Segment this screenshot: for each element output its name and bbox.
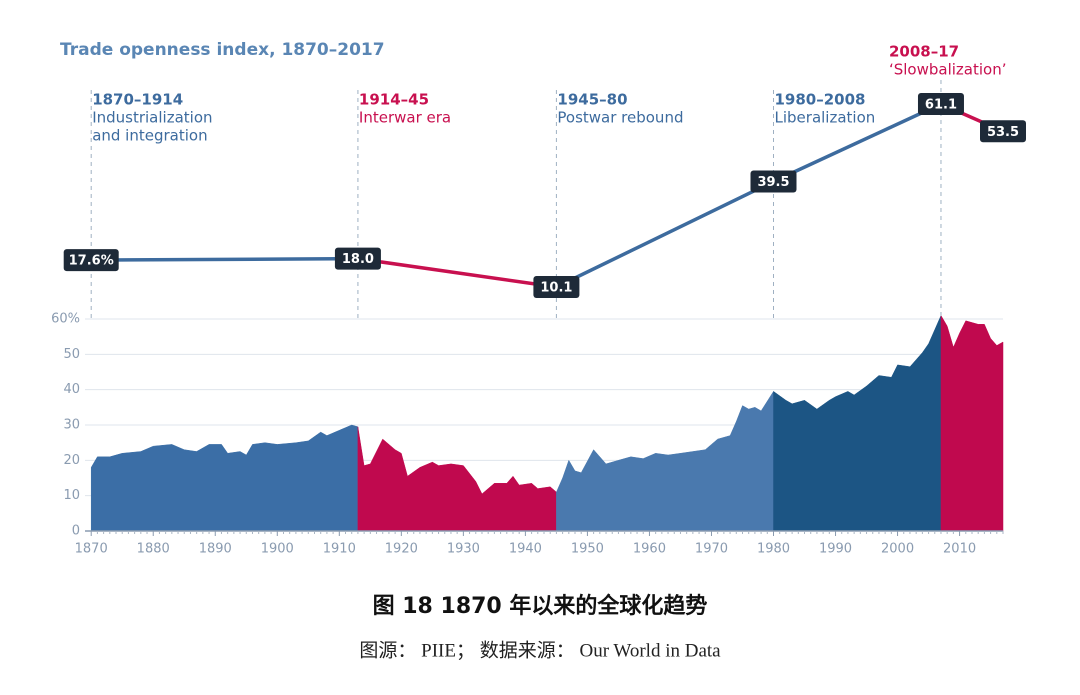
- era-period: 2008–17: [889, 43, 959, 61]
- x-tick-label: 1880: [137, 542, 170, 557]
- era-description: Industrialization: [92, 109, 212, 127]
- era-description: Postwar rebound: [557, 109, 683, 127]
- trend-segment: [555, 179, 775, 289]
- chart-title: Trade openness index, 1870–2017: [60, 40, 385, 60]
- era-description: Interwar era: [359, 109, 451, 127]
- x-tick-label: 1940: [509, 542, 542, 557]
- trend-segment: [357, 256, 557, 289]
- x-tick-label: 1870: [75, 542, 108, 557]
- y-tick-label: 30: [63, 418, 80, 433]
- x-tick-label: 1890: [199, 542, 232, 557]
- value-label: 10.1: [540, 281, 572, 296]
- value-box: [917, 93, 964, 115]
- y-tick-label: 10: [63, 488, 80, 503]
- area: [940, 314, 1004, 532]
- era-period: 1945–80: [557, 91, 627, 109]
- x-tick-label: 1970: [695, 542, 728, 557]
- y-tick-label: 60%: [51, 312, 80, 327]
- x-tick-label: 1900: [261, 542, 294, 557]
- value-box: [980, 120, 1026, 143]
- era-period: 1980–2008: [775, 91, 866, 109]
- y-tick-label: 50: [63, 347, 80, 362]
- area: [90, 424, 359, 532]
- value-label: 39.5: [757, 175, 789, 190]
- x-tick-label: 1960: [633, 542, 666, 557]
- source: 图源： PIIE； 数据来源： Our World in Data: [359, 639, 721, 661]
- x-tick-label: 1990: [819, 542, 852, 557]
- era-description: Liberalization: [775, 109, 876, 127]
- x-tick-label: 2010: [943, 542, 976, 557]
- x-tick-label: 1950: [571, 542, 604, 557]
- value-box: [750, 170, 797, 193]
- value-box: [63, 249, 119, 272]
- value-label: 61.1: [925, 98, 957, 113]
- value-box: [334, 247, 381, 270]
- x-tick-label: 1980: [757, 542, 790, 557]
- area: [357, 426, 557, 532]
- value-box: [533, 276, 580, 298]
- y-tick-label: 0: [72, 524, 80, 539]
- era-period: 1870–1914: [92, 91, 183, 109]
- caption: 图 18 1870 年以来的全球化趋势: [373, 593, 708, 619]
- x-tick-label: 1910: [323, 542, 356, 557]
- era-description: and integration: [92, 127, 207, 145]
- x-tick-label: 2000: [881, 542, 914, 557]
- value-label: 17.6%: [69, 254, 114, 269]
- area: [556, 390, 774, 532]
- trend-segment: [91, 256, 358, 262]
- era-description: ‘Slowbalization’: [889, 61, 1007, 79]
- trend-segment: [772, 102, 942, 184]
- x-tick-label: 1920: [385, 542, 418, 557]
- y-tick-label: 20: [63, 453, 80, 468]
- y-tick-label: 40: [63, 382, 80, 397]
- x-tick-label: 1930: [447, 542, 480, 557]
- value-label: 18.0: [342, 252, 374, 267]
- area: [773, 315, 942, 532]
- value-label: 53.5: [987, 125, 1019, 140]
- era-period: 1914–45: [359, 91, 429, 109]
